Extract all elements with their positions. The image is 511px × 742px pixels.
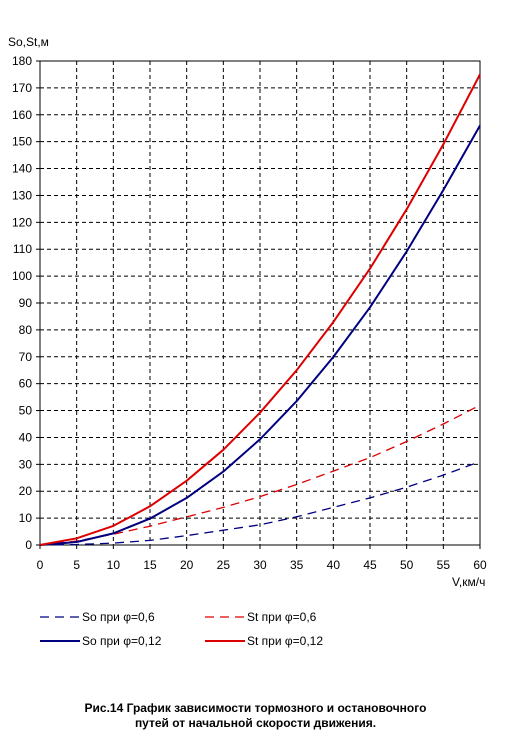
y-tick-label: 80: [19, 323, 33, 337]
y-tick-label: 180: [12, 54, 32, 68]
x-tick-label: 55: [437, 558, 451, 572]
y-tick-label: 50: [19, 404, 33, 418]
y-tick-label: 120: [12, 215, 32, 229]
y-tick-label: 170: [12, 81, 32, 95]
y-tick-label: 10: [19, 511, 33, 525]
series-layer: [39, 73, 481, 546]
series-line: [39, 404, 481, 546]
x-tick-label: 25: [217, 558, 231, 572]
y-axis-title: So,St,м: [8, 35, 49, 49]
legend-label: St при φ=0,6: [247, 610, 317, 624]
ticks-layer: 0 5 10 15 20 25 30 35 40 45 50 55 60 0 10 20 30 40 50 60 70 8…: [12, 54, 487, 572]
legend: So при φ=0,6 St при φ=0,6 So при φ=0,12 St …: [40, 610, 323, 648]
y-tick-label: 30: [19, 457, 33, 471]
figure-caption: Рис.14 График зависимости тормозного и о…: [0, 701, 511, 731]
y-tick-label: 160: [12, 108, 32, 122]
y-tick-label: 140: [12, 162, 32, 176]
y-tick-label: 40: [19, 430, 33, 444]
y-tick-label: 110: [13, 242, 32, 256]
x-tick-label: 30: [253, 558, 267, 572]
legend-label: St при φ=0,12: [247, 634, 323, 648]
x-tick-label: 15: [143, 558, 157, 572]
y-tick-label: 0: [25, 538, 32, 552]
y-tick-label: 150: [12, 135, 32, 149]
caption-line-1: Рис.14 График зависимости тормозного и о…: [84, 701, 427, 715]
caption-line-2: путей от начальной скорости движения.: [134, 716, 377, 730]
x-tick-label: 35: [290, 558, 304, 572]
x-tick-label: 50: [400, 558, 414, 572]
x-tick-label: 60: [473, 558, 487, 572]
legend-label: So при φ=0,12: [82, 634, 162, 648]
x-tick-label: 20: [180, 558, 194, 572]
x-tick-label: 45: [363, 558, 377, 572]
y-tick-label: 20: [19, 484, 33, 498]
y-tick-label: 70: [19, 350, 33, 364]
series-line: [39, 73, 481, 546]
y-tick-label: 90: [19, 296, 33, 310]
x-tick-label: 5: [73, 558, 80, 572]
legend-label: So при φ=0,6: [82, 610, 155, 624]
y-tick-label: 100: [12, 269, 32, 283]
y-tick-label: 60: [19, 377, 33, 391]
series-line: [39, 125, 481, 546]
grid: [40, 61, 480, 545]
x-axis-title: V,км/ч: [452, 575, 485, 589]
x-tick-label: 0: [37, 558, 44, 572]
y-tick-label: 130: [12, 188, 32, 202]
x-tick-label: 10: [107, 558, 121, 572]
chart: 0 5 10 15 20 25 30 35 40 45 50 55 60 0 10 20 30 40 50 60 70 8…: [8, 35, 487, 648]
x-tick-label: 40: [327, 558, 341, 572]
